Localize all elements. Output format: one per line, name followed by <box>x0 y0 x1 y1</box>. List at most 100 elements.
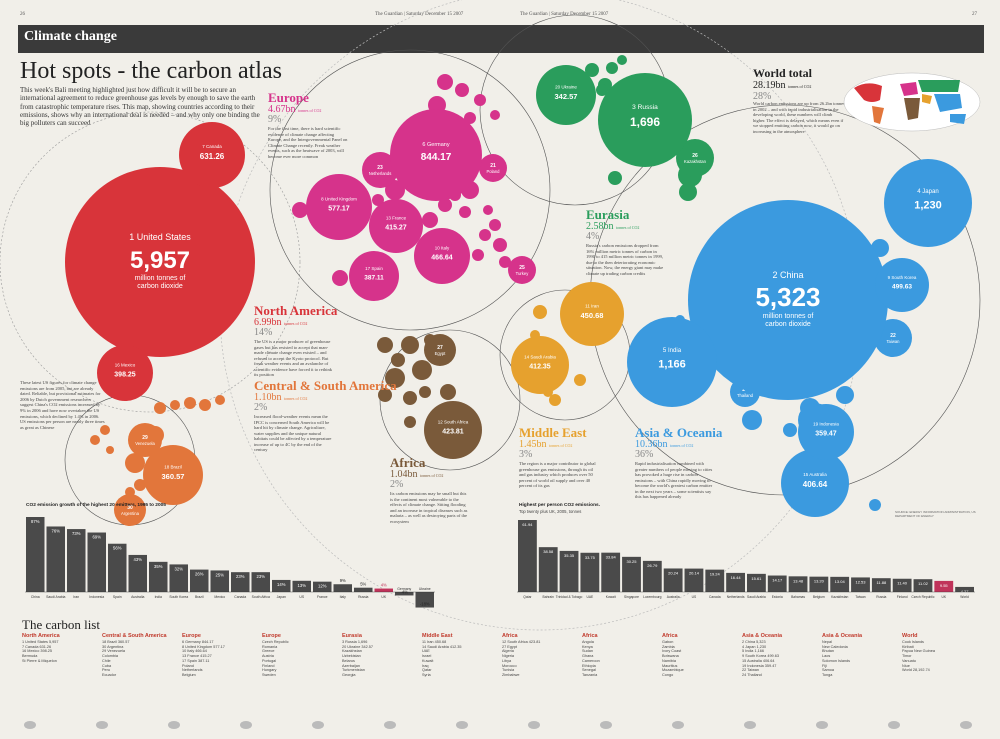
carbon-list-row: Portugal <box>262 658 277 663</box>
carbon-list-row: 4 Japan 1,230 <box>742 644 767 649</box>
carbon-list-row: Ghana <box>582 654 594 659</box>
carbon-list-row: Botswana <box>662 654 679 659</box>
per-person-bar-label: 13.04 <box>835 579 846 584</box>
carbon-list-row: Sudan <box>582 649 593 654</box>
per-person-bar-category: UK <box>941 595 946 599</box>
minor-country-bubble <box>332 270 348 286</box>
registration-mark <box>312 721 324 729</box>
bubble-value: 1,696 <box>630 115 660 129</box>
dateline-left: The Guardian | Saturday December 15 2007 <box>375 12 464 17</box>
minor-country-bubble <box>184 397 196 409</box>
region-pct: 2% <box>254 402 268 413</box>
carbon-list-column: Africa 12 South Africa 423.81 27 Egypt Alge… <box>502 633 574 678</box>
region-pct: 9% <box>268 114 282 125</box>
carbon-list-row: Belarus <box>342 658 355 663</box>
carbon-list-column: Eurasia 3 Russia 1,696 20 Ukraine 342.57 Ka… <box>342 633 414 678</box>
per-person-bar <box>705 569 725 592</box>
per-person-bar-category: UAE <box>586 595 594 599</box>
bubble-value: 5,957 <box>130 247 190 274</box>
carbon-list-row: Qatar <box>422 668 432 673</box>
minor-country-bubble <box>401 336 419 354</box>
minor-country-bubble <box>464 112 476 124</box>
bubble-rank: 25 <box>519 265 525 271</box>
minor-country-bubble <box>385 180 405 200</box>
per-person-bar <box>559 550 579 592</box>
carbon-list-row: Bhutan <box>822 649 835 654</box>
per-person-bar <box>913 579 933 592</box>
region-pct: 36% <box>635 449 654 460</box>
bubble-country: Thailand <box>737 393 754 398</box>
carbon-list-region: Europe <box>262 633 281 639</box>
region-title: Middle East <box>519 425 587 440</box>
bubble-rank: 29 <box>142 435 148 441</box>
region-pct: 4% <box>586 231 600 242</box>
carbon-list-row: 1 United States 5,957 <box>22 640 59 644</box>
per-person-bar-category: Czech Republic <box>911 595 934 599</box>
region-outline <box>269 49 551 331</box>
bubble-rank: 23 <box>377 165 383 171</box>
carbon-list-column: Africa Gabon Zambia Ivory Coast Botswana Nami… <box>662 633 734 678</box>
bubble-value: 844.17 <box>421 152 452 163</box>
bubble-value: 342.57 <box>555 92 578 101</box>
growth-bar-label: 26% <box>195 572 204 577</box>
carbon-list-row: Sweden <box>262 672 276 677</box>
minor-country-bubble <box>412 360 432 380</box>
country-bubble-china <box>688 200 888 400</box>
minor-country-bubble <box>106 446 114 454</box>
carbon-list-row: 6 Germany 844.17 <box>182 640 214 644</box>
growth-bar-category: Brazil <box>195 595 204 599</box>
per-person-bar <box>892 578 912 592</box>
growth-bar <box>395 592 414 596</box>
carbon-list-row: Kenya <box>582 644 593 649</box>
minor-country-bubble <box>483 205 493 215</box>
carbon-list-region: Middle East <box>422 633 453 639</box>
carbon-list-row: Libya <box>502 658 512 663</box>
carbon-list-region: Asia & Oceania <box>822 633 863 639</box>
carbon-list-row: 7 Canada 631.26 <box>22 644 52 649</box>
minor-country-bubble <box>438 198 452 212</box>
minor-country-bubble <box>90 435 100 445</box>
minor-country-bubble <box>292 202 308 218</box>
carbon-list-row: Zimbabwe <box>502 672 520 677</box>
growth-bar-label: 73% <box>72 531 81 536</box>
region-total: 1.45bn tonnes of CO2 <box>519 439 573 450</box>
country-bubble-france <box>369 199 423 253</box>
minor-country-bubble <box>378 388 392 402</box>
carbon-list-row: Finland <box>262 663 275 668</box>
registration-mark <box>960 721 972 729</box>
world-total-pct: 28% <box>753 91 772 102</box>
per-person-bar-label: 33.84 <box>606 555 617 560</box>
carbon-list-row: Hungary <box>262 668 277 673</box>
growth-bar <box>251 572 270 592</box>
growth-bar-category: Iran <box>73 595 79 599</box>
intro-text: This week's Bali meeting highlighted jus… <box>20 86 260 128</box>
minor-country-bubble <box>422 212 438 228</box>
region-pct: 3% <box>519 449 533 460</box>
growth-bar-category: Ukraine <box>419 587 431 591</box>
carbon-list-row: Niue <box>902 663 910 668</box>
bubble-unit: carbon dioxide <box>137 283 183 290</box>
carbon-list-row: Ivory Coast <box>662 649 682 654</box>
per-person-bar-label: 26.79 <box>647 563 658 568</box>
bubble-value: 387.11 <box>364 274 384 281</box>
carbon-list-row: Mauritius <box>662 663 678 668</box>
bubble-value: 423.81 <box>442 429 464 436</box>
carbon-list-row: Papua New Guinea <box>902 649 935 654</box>
region-title: Africa <box>390 455 426 470</box>
minor-country-bubble <box>596 84 608 96</box>
carbon-list-row: Vanuatu <box>902 658 916 663</box>
growth-bar-label: 23% <box>257 574 266 579</box>
region-description: Russia's carbon emissions dropped from 1… <box>586 243 664 276</box>
growth-bar-category: China <box>31 595 40 599</box>
carbon-list-row: Iraq <box>422 663 429 668</box>
bubble-label: 20 Ukraine <box>555 84 577 89</box>
growth-bar-category: India <box>155 595 162 599</box>
world-total-value: 28.19bn tonnes of CO2 <box>753 80 812 91</box>
carbon-list-row: Samoa <box>822 668 835 673</box>
per-person-bar-label: 33.75 <box>585 555 596 560</box>
registration-mark <box>744 721 756 729</box>
carbon-list-row: Timor <box>902 654 912 659</box>
bubble-value: 359.47 <box>815 431 837 438</box>
growth-bar-label: 9% <box>340 578 346 583</box>
